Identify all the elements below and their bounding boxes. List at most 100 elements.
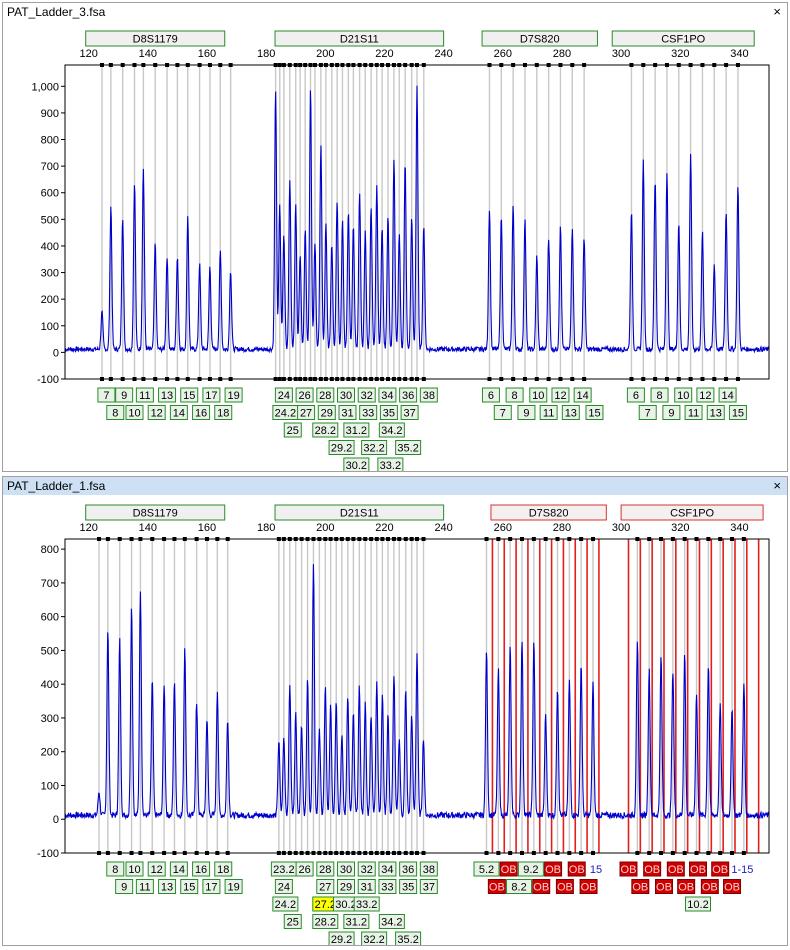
- allele-label-box[interactable]: [728, 405, 747, 420]
- allele-label[interactable]: 38: [419, 387, 438, 403]
- allele-label-box[interactable]: [517, 405, 536, 420]
- allele-label-box[interactable]: [297, 405, 316, 420]
- allele-label[interactable]: 11: [684, 405, 703, 420]
- allele-label-box[interactable]: [115, 387, 134, 403]
- allele-label[interactable]: 15: [180, 387, 199, 403]
- allele-label[interactable]: 16: [192, 861, 211, 877]
- off-ladder-allele-label[interactable]: OB: [700, 879, 719, 894]
- allele-label-box[interactable]: [674, 387, 693, 403]
- allele-label-box[interactable]: [517, 861, 544, 877]
- allele-label[interactable]: 31: [338, 405, 357, 420]
- off-ladder-allele-label[interactable]: OB: [631, 879, 650, 894]
- allele-label[interactable]: 10: [125, 405, 144, 420]
- allele-label[interactable]: 28: [316, 861, 335, 877]
- allele-label[interactable]: 6: [481, 387, 500, 403]
- allele-label[interactable]: 9.2: [517, 861, 544, 877]
- allele-label[interactable]: 18: [214, 861, 233, 877]
- allele-label[interactable]: 28: [316, 387, 335, 403]
- allele-label[interactable]: 12: [147, 861, 166, 877]
- off-ladder-allele-label[interactable]: OB: [689, 861, 708, 877]
- allele-label-box[interactable]: [125, 405, 144, 420]
- allele-label-box[interactable]: [723, 879, 742, 894]
- allele-label-box[interactable]: [338, 405, 357, 420]
- allele-label[interactable]: 31.2: [343, 422, 370, 438]
- allele-label[interactable]: 15: [585, 405, 604, 420]
- allele-label[interactable]: 34: [378, 387, 397, 403]
- allele-label-box[interactable]: [272, 896, 299, 912]
- allele-label[interactable]: 13: [706, 405, 725, 420]
- allele-label[interactable]: 17: [202, 879, 221, 894]
- allele-label-box[interactable]: [106, 861, 125, 877]
- allele-label-box[interactable]: [399, 879, 418, 894]
- allele-label[interactable]: 18: [214, 405, 233, 420]
- allele-label[interactable]: 15: [728, 405, 747, 420]
- allele-label-box[interactable]: [399, 387, 418, 403]
- allele-label-box[interactable]: [379, 405, 398, 420]
- allele-label-box[interactable]: [125, 861, 144, 877]
- allele-label[interactable]: 16: [192, 405, 211, 420]
- locus-marker[interactable]: D7S820: [481, 30, 598, 47]
- off-ladder-allele-label[interactable]: OB: [499, 861, 518, 877]
- off-ladder-allele-label[interactable]: OB: [532, 879, 551, 894]
- allele-label-box[interactable]: [529, 387, 548, 403]
- allele-label[interactable]: 35: [399, 879, 418, 894]
- allele-label[interactable]: 32: [357, 387, 376, 403]
- allele-label-box[interactable]: [192, 405, 211, 420]
- locus-marker-box[interactable]: [611, 30, 755, 47]
- allele-label[interactable]: 13: [158, 879, 177, 894]
- allele-label-box[interactable]: [378, 914, 405, 929]
- allele-label-box[interactable]: [662, 405, 681, 420]
- allele-label[interactable]: 9: [115, 387, 134, 403]
- allele-label-box[interactable]: [677, 879, 696, 894]
- allele-label-box[interactable]: [283, 914, 302, 929]
- allele-label[interactable]: 14: [169, 861, 188, 877]
- locus-marker[interactable]: D21S11: [274, 30, 445, 47]
- allele-label[interactable]: 37: [419, 879, 438, 894]
- allele-label[interactable]: 29: [317, 405, 336, 420]
- allele-label[interactable]: 11: [539, 405, 558, 420]
- allele-label-box[interactable]: [689, 861, 708, 877]
- allele-label[interactable]: 35.2: [395, 440, 422, 455]
- allele-label-box[interactable]: [202, 879, 221, 894]
- allele-label[interactable]: 32.2: [361, 440, 388, 455]
- allele-label-box[interactable]: [158, 387, 177, 403]
- allele-label-box[interactable]: [378, 422, 405, 438]
- off-ladder-allele-label[interactable]: OB: [723, 879, 742, 894]
- allele-label[interactable]: 25: [283, 914, 302, 929]
- allele-label[interactable]: 26: [295, 861, 314, 877]
- allele-label-box[interactable]: [481, 387, 500, 403]
- allele-label-box[interactable]: [158, 879, 177, 894]
- allele-label-box[interactable]: [337, 387, 356, 403]
- allele-label-box[interactable]: [169, 405, 188, 420]
- allele-label[interactable]: 26: [295, 387, 314, 403]
- allele-label-box[interactable]: [579, 879, 598, 894]
- allele-label-box[interactable]: [357, 861, 376, 877]
- allele-label[interactable]: 24.2: [272, 405, 299, 420]
- allele-label[interactable]: 33.2: [353, 896, 380, 912]
- off-ladder-allele-label[interactable]: OB: [544, 861, 563, 877]
- allele-label[interactable]: 27: [316, 879, 335, 894]
- allele-label-box[interactable]: [106, 405, 125, 420]
- allele-label-box[interactable]: [487, 879, 506, 894]
- allele-label[interactable]: 34.2: [378, 914, 405, 929]
- allele-label[interactable]: 29.2: [328, 440, 355, 455]
- locus-marker-box[interactable]: [85, 504, 226, 521]
- allele-label-box[interactable]: [274, 879, 293, 894]
- allele-label-box[interactable]: [357, 879, 376, 894]
- allele-label[interactable]: 15: [180, 879, 199, 894]
- allele-label-box[interactable]: [224, 387, 243, 403]
- allele-label-box[interactable]: [573, 387, 592, 403]
- allele-label[interactable]: 17: [202, 387, 221, 403]
- allele-label-box[interactable]: [378, 387, 397, 403]
- allele-label-box[interactable]: [473, 861, 500, 877]
- locus-marker-box[interactable]: [620, 504, 764, 521]
- off-ladder-allele-label[interactable]: OB: [487, 879, 506, 894]
- off-ladder-allele-label[interactable]: OB: [666, 861, 685, 877]
- allele-label-box[interactable]: [214, 861, 233, 877]
- allele-label-box[interactable]: [343, 914, 370, 929]
- allele-label[interactable]: 24: [274, 879, 293, 894]
- allele-label-box[interactable]: [378, 879, 397, 894]
- allele-label[interactable]: 14: [169, 405, 188, 420]
- allele-label-box[interactable]: [711, 861, 730, 877]
- off-ladder-allele-label[interactable]: OB: [654, 879, 673, 894]
